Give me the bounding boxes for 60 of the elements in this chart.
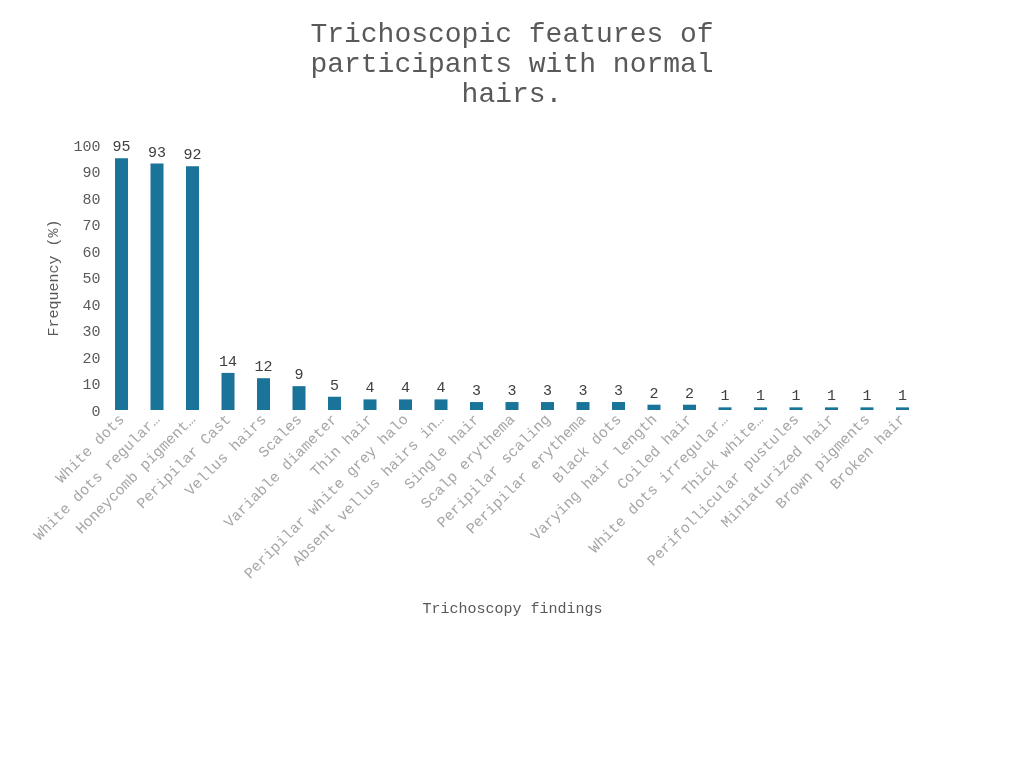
y-axis-title: Frequency (%): [46, 219, 64, 337]
y-tick-label: 90: [82, 165, 101, 182]
y-tick-label: 40: [82, 297, 101, 315]
y-tick-label: 0: [91, 403, 101, 421]
bar: [363, 399, 377, 410]
bar: [221, 372, 235, 410]
data-label: 1: [791, 388, 801, 406]
bar: [470, 402, 483, 410]
data-label: 2: [649, 385, 659, 403]
data-label: 3: [471, 383, 482, 401]
bar: [753, 407, 767, 410]
x-axis-title: Trichoscopy findings: [422, 601, 603, 619]
y-tick-label: 20: [82, 350, 101, 368]
bar: [399, 399, 413, 410]
bar: [576, 402, 590, 410]
bar: [257, 378, 271, 410]
data-label: 4: [401, 380, 411, 398]
bar: [541, 402, 554, 410]
bar: [328, 396, 342, 410]
data-label: 9: [294, 367, 304, 385]
bar: [860, 407, 874, 410]
bar: [292, 386, 306, 410]
data-label: 14: [219, 353, 238, 371]
data-label: 3: [613, 383, 623, 401]
y-tick-label: 100: [73, 138, 101, 156]
bar: [434, 399, 448, 410]
data-label: 2: [684, 385, 694, 403]
bar: [895, 407, 909, 410]
y-tick-label: 30: [82, 324, 101, 341]
data-label: 92: [183, 147, 202, 165]
bar: [647, 404, 661, 410]
data-label: 3: [542, 383, 553, 401]
y-tick-label: 50: [82, 271, 101, 288]
bar: [789, 407, 803, 410]
bar: [718, 407, 732, 410]
data-label: 12: [254, 359, 273, 377]
bar: [115, 158, 129, 410]
data-label: 3: [578, 383, 588, 401]
data-label: 4: [436, 380, 446, 398]
bar: [186, 166, 200, 410]
data-label: 1: [897, 388, 907, 406]
data-label: 95: [112, 139, 131, 157]
data-label: 1: [720, 388, 730, 406]
y-tick-label: 80: [82, 191, 101, 209]
bar: [505, 402, 519, 410]
data-label: 1: [755, 388, 765, 406]
data-label: 1: [826, 388, 836, 406]
bar: [150, 163, 164, 410]
bar: [611, 402, 625, 410]
data-label: 3: [507, 383, 517, 401]
y-tick-label: 10: [82, 377, 101, 394]
bar: [682, 404, 696, 410]
bar: [824, 407, 838, 410]
data-label: 4: [365, 380, 375, 398]
data-label: 93: [148, 144, 167, 162]
data-label: 5: [330, 377, 340, 395]
data-label: 1: [862, 388, 872, 406]
chart-title: Trichoscopic features of participants with normal hairs.: [310, 19, 714, 110]
y-tick-label: 70: [82, 218, 101, 235]
y-tick-label: 60: [82, 244, 101, 262]
